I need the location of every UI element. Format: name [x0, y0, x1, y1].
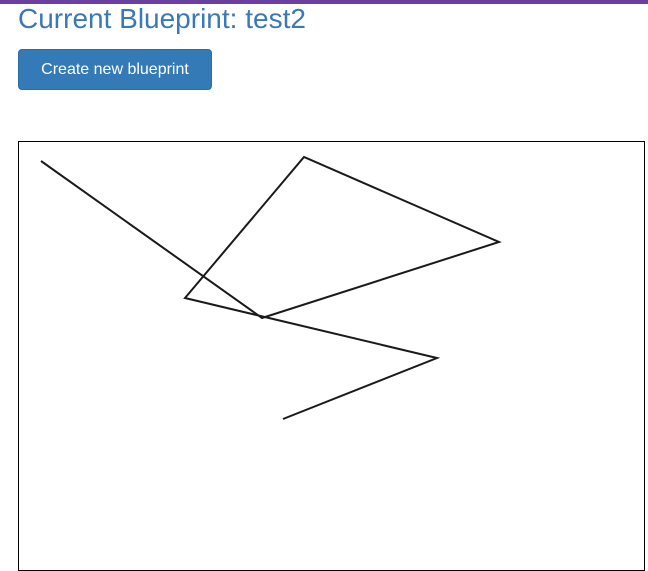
blueprint-drawing — [40, 155, 502, 420]
blueprint-canvas[interactable] — [18, 141, 645, 571]
page-title: Current Blueprint: test2 — [18, 3, 306, 34]
create-new-blueprint-button[interactable]: Create new blueprint — [18, 49, 212, 90]
blueprint-stroke-1 — [40, 155, 502, 420]
top-accent-bar — [0, 0, 648, 4]
